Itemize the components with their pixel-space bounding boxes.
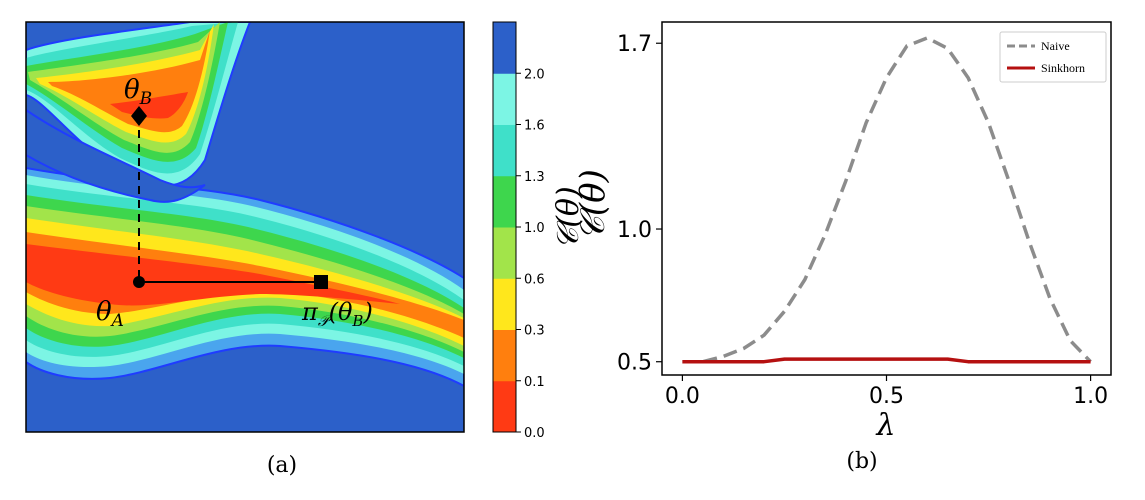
legend-label-naive: Naive xyxy=(1041,39,1070,53)
y-axis-label: 𝒞(θ) xyxy=(573,169,613,241)
colorbar-segment xyxy=(493,175,516,228)
colorbar-tick-label: 0.3 xyxy=(524,324,545,339)
colorbar-tick-label: 0.1 xyxy=(524,375,545,390)
colorbar-segment xyxy=(493,227,516,279)
panel-b: 0.5 1.0 1.7 0.0 0.5 1.0 𝒞(θ) λ Naive Sinkhor… xyxy=(573,21,1112,474)
colorbar-segment xyxy=(493,329,516,382)
series-line-sinkhorn xyxy=(682,357,1091,364)
colorbar-segment xyxy=(493,22,516,74)
upper-valley xyxy=(26,22,252,187)
y-axis-ticks: 0.5 1.0 1.7 xyxy=(617,32,662,376)
colorbar-tick-label: 1.3 xyxy=(524,170,545,185)
colorbar-segment xyxy=(493,278,516,330)
series-group xyxy=(682,36,1092,364)
panel-a: θB θA π𝒫(θB) (a) xyxy=(25,21,465,478)
colorbar: 0.0 0.1 0.3 0.6 1.0 1.3 1.6 2.0 𝒞(θ) xyxy=(492,21,586,441)
colorbar-segment xyxy=(493,73,516,125)
caption-b: (b) xyxy=(846,449,877,474)
colorbar-tick-label: 0.0 xyxy=(524,426,545,441)
legend-label-sinkhorn: Sinkhorn xyxy=(1041,61,1085,75)
x-axis-label: λ xyxy=(875,408,895,443)
main-valley xyxy=(26,166,464,388)
separating-region xyxy=(26,108,206,203)
panel-a-frame xyxy=(25,21,465,433)
x-tick-label: 0.0 xyxy=(665,384,700,409)
legend: Naive Sinkhorn xyxy=(999,31,1107,83)
contour-map xyxy=(26,22,464,432)
colorbar-tick-label: 1.6 xyxy=(524,119,545,134)
colorbar-segment xyxy=(493,124,516,177)
colorbar-tick-label: 1.0 xyxy=(524,221,545,236)
x-tick-label: 0.5 xyxy=(869,384,904,409)
colorbar-segment xyxy=(493,380,516,433)
y-tick-label: 0.5 xyxy=(617,351,652,376)
projection-marker xyxy=(314,275,328,289)
x-axis-ticks: 0.0 0.5 1.0 xyxy=(665,375,1108,409)
theta-a-marker xyxy=(133,276,145,288)
colorbar-label: 𝒞(θ) xyxy=(551,186,586,249)
x-tick-label: 1.0 xyxy=(1073,384,1108,409)
y-tick-label: 1.0 xyxy=(617,218,652,243)
series-line-naive xyxy=(682,36,1092,364)
colorbar-tick-label: 2.0 xyxy=(524,67,545,82)
theta-b-marker xyxy=(131,106,147,126)
caption-a: (a) xyxy=(267,453,297,478)
y-tick-label: 1.7 xyxy=(617,32,652,57)
colorbar-tick-label: 0.6 xyxy=(524,272,545,287)
